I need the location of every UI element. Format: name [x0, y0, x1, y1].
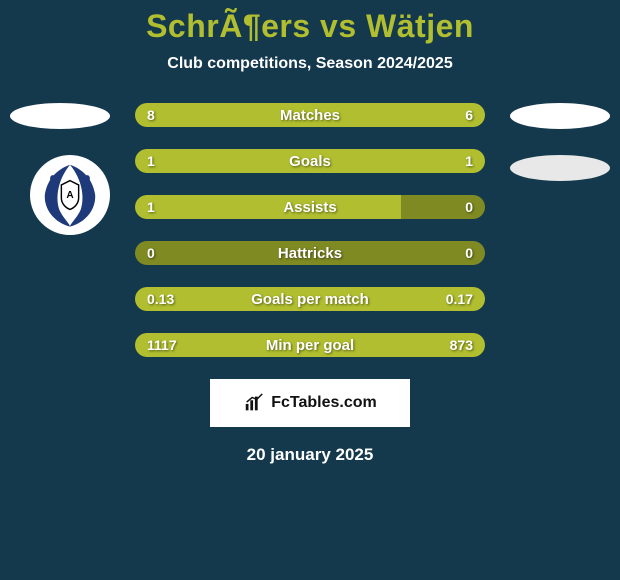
- page-title: SchrÃ¶ers vs Wätjen: [0, 0, 620, 45]
- player2-club-placeholder: [510, 155, 610, 181]
- stat-row: 86Matches: [135, 103, 485, 127]
- stats-bars: 86Matches 11Goals 10Assists 00Hattricks 0.13…: [135, 103, 485, 357]
- stat-label: Min per goal: [135, 333, 485, 357]
- player1-club-logo: A: [30, 155, 110, 235]
- fctables-label: FcTables.com: [271, 394, 377, 412]
- club-crest-icon: A: [34, 159, 106, 231]
- stat-label: Goals per match: [135, 287, 485, 311]
- main-container: A 86Matches 11Goals 10Assists 00Hattricks 0.…: [0, 103, 620, 357]
- snapshot-date: 20 january 2025: [0, 445, 620, 465]
- fctables-logo-icon: [243, 392, 265, 414]
- stat-label: Matches: [135, 103, 485, 127]
- stat-row: 0.130.17Goals per match: [135, 287, 485, 311]
- svg-text:A: A: [66, 190, 74, 201]
- stat-row: 10Assists: [135, 195, 485, 219]
- stat-label: Hattricks: [135, 241, 485, 265]
- page-subtitle: Club competitions, Season 2024/2025: [0, 55, 620, 73]
- stat-row: 1117873Min per goal: [135, 333, 485, 357]
- stat-label: Assists: [135, 195, 485, 219]
- player1-badge-placeholder: [10, 103, 110, 129]
- player2-badge-placeholder: [510, 103, 610, 129]
- stat-row: 00Hattricks: [135, 241, 485, 265]
- stat-row: 11Goals: [135, 149, 485, 173]
- fctables-watermark: FcTables.com: [210, 379, 410, 427]
- stat-label: Goals: [135, 149, 485, 173]
